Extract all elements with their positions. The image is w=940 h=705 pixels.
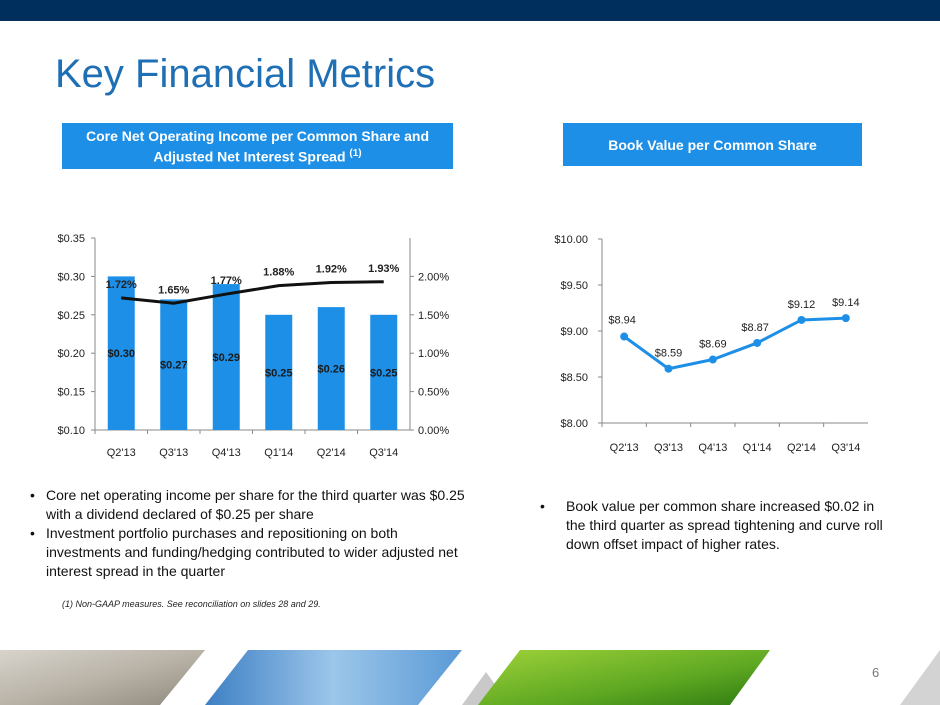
right-chart-header: Book Value per Common Share bbox=[563, 123, 862, 166]
data-point bbox=[620, 332, 629, 341]
y-tick-label: $9.50 bbox=[560, 280, 588, 292]
bar bbox=[370, 314, 398, 430]
y-tick-label: $8.50 bbox=[560, 372, 588, 384]
book-value-label: $8.94 bbox=[608, 315, 636, 327]
bar-value-label: $0.27 bbox=[160, 360, 188, 372]
footnote: (1) Non-GAAP measures. See reconciliatio… bbox=[62, 599, 321, 609]
right-bullet-list: • Book value per common share increased $… bbox=[540, 497, 885, 554]
list-item: • Core net operating income per share for… bbox=[30, 486, 475, 524]
book-value-chart: $8.00 $8.50 $9.00 $9.50 $10.00 Q2'13 Q3'13 Q4'1… bbox=[554, 234, 868, 454]
core-income-spread-chart: $0.10 $0.15 $0.20 $0.25 $0.30 $0.35 0.00% 0.50%… bbox=[57, 233, 449, 459]
spread-value-label: 1.88% bbox=[263, 267, 294, 279]
data-point bbox=[841, 314, 850, 323]
page-title: Key Financial Metrics bbox=[55, 52, 436, 96]
leaf-photo bbox=[478, 650, 770, 705]
bar-value-label: $0.25 bbox=[265, 367, 293, 379]
page-number: 6 bbox=[872, 665, 880, 680]
bar bbox=[160, 299, 188, 430]
x-tick-label: Q3'14 bbox=[369, 447, 398, 459]
bullet-text: Book value per common share increased $0… bbox=[566, 498, 883, 552]
data-point bbox=[797, 315, 806, 324]
white-triangle bbox=[735, 650, 940, 705]
bullet-icon: • bbox=[30, 487, 35, 503]
y-tick-label: $0.10 bbox=[57, 425, 85, 437]
gray-triangle-right bbox=[900, 650, 940, 705]
y-tick-label: $0.25 bbox=[57, 310, 85, 322]
x-tick-label: Q2'13 bbox=[610, 442, 639, 454]
rope-photo bbox=[0, 650, 205, 705]
bar-value-label: $0.30 bbox=[107, 348, 135, 360]
y2-tick-label: 0.00% bbox=[418, 425, 449, 437]
book-value-label: $9.14 bbox=[832, 297, 860, 309]
y2-tick-label: 1.50% bbox=[418, 310, 449, 322]
y-tick-label: $9.00 bbox=[560, 326, 588, 338]
y2-tick-label: 0.50% bbox=[418, 387, 449, 399]
book-value-label: $8.59 bbox=[655, 348, 683, 360]
y2-tick-label: 1.00% bbox=[418, 348, 449, 360]
left-chart-header: Core Net Operating Income per Common Sha… bbox=[62, 123, 453, 169]
data-point bbox=[753, 338, 762, 347]
spread-value-label: 1.65% bbox=[158, 284, 189, 296]
left-header-line2: Adjusted Net Interest Spread bbox=[153, 148, 346, 165]
y-tick-label: $10.00 bbox=[554, 234, 588, 246]
bar-value-label: $0.26 bbox=[317, 364, 345, 376]
x-tick-label: Q4'13 bbox=[698, 442, 727, 454]
x-tick-label: Q1'14 bbox=[743, 442, 772, 454]
x-tick-label: Q3'13 bbox=[159, 447, 188, 459]
list-item: • Investment portfolio purchases and repo… bbox=[30, 524, 475, 581]
book-value-line bbox=[623, 316, 846, 371]
book-value-label: $8.87 bbox=[741, 322, 769, 334]
bullet-icon: • bbox=[30, 525, 35, 541]
spread-value-label: 1.77% bbox=[211, 275, 242, 287]
y-tick-label: $0.35 bbox=[57, 233, 85, 245]
bullet-text: Investment portfolio purchases and repos… bbox=[46, 525, 458, 579]
x-tick-label: Q1'14 bbox=[264, 447, 293, 459]
x-tick-label: Q2'13 bbox=[107, 447, 136, 459]
book-value-label: $8.69 bbox=[699, 339, 727, 351]
left-header-footnote-ref: (1) bbox=[349, 147, 362, 159]
y2-tick-label: 2.00% bbox=[418, 271, 449, 283]
x-tick-label: Q2'14 bbox=[317, 447, 346, 459]
y-tick-label: $0.15 bbox=[57, 387, 85, 399]
x-tick-label: Q3'13 bbox=[654, 442, 683, 454]
bar bbox=[265, 314, 293, 430]
y-tick-label: $0.20 bbox=[57, 348, 85, 360]
y-tick-label: $0.30 bbox=[57, 271, 85, 283]
bar-value-label: $0.25 bbox=[370, 367, 398, 379]
sky-photo bbox=[205, 650, 462, 705]
y-tick-label: $8.00 bbox=[560, 418, 588, 430]
data-point bbox=[664, 364, 673, 373]
bullet-text: Core net operating income per share for … bbox=[46, 487, 465, 522]
book-value-label: $9.12 bbox=[788, 299, 816, 311]
x-tick-label: Q2'14 bbox=[787, 442, 816, 454]
bar bbox=[317, 307, 345, 430]
footer-image-band bbox=[0, 650, 940, 705]
left-bullet-list: • Core net operating income per share for… bbox=[30, 486, 475, 581]
bar bbox=[107, 276, 135, 430]
spread-line bbox=[121, 280, 384, 305]
bar-value-label: $0.29 bbox=[212, 352, 240, 364]
data-point bbox=[708, 355, 717, 364]
top-banner bbox=[0, 0, 940, 21]
spread-value-label: 1.72% bbox=[106, 279, 137, 291]
x-tick-label: Q3'14 bbox=[831, 442, 860, 454]
spread-value-label: 1.93% bbox=[368, 263, 399, 275]
list-item: • Book value per common share increased $… bbox=[540, 497, 885, 554]
left-header-line1: Core Net Operating Income per Common Sha… bbox=[85, 127, 430, 144]
spread-value-label: 1.92% bbox=[316, 264, 347, 276]
x-tick-label: Q4'13 bbox=[212, 447, 241, 459]
bullet-icon: • bbox=[540, 498, 545, 514]
bar bbox=[212, 284, 240, 430]
